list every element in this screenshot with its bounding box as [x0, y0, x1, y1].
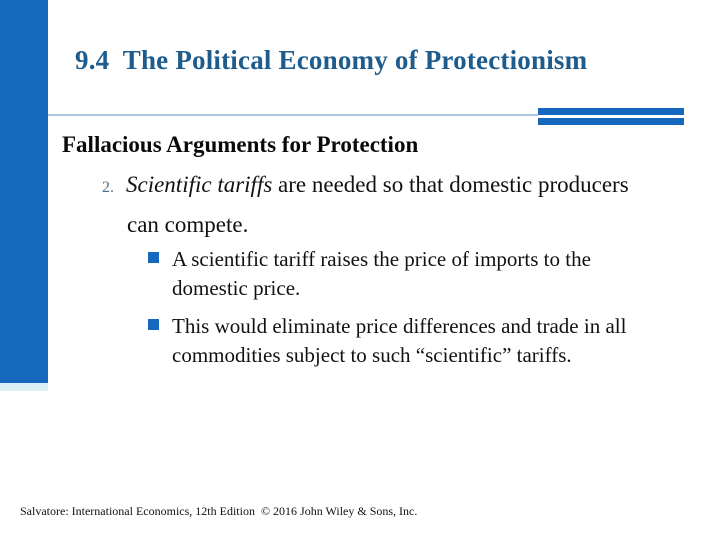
- bullet-text: A scientific tariff raises the price of …: [172, 247, 591, 300]
- bullet-list: A scientific tariff raises the price of …: [148, 245, 660, 379]
- bullet-item: A scientific tariff raises the price of …: [148, 245, 660, 303]
- square-bullet-icon: [148, 252, 159, 263]
- left-accent-bar-bottom-strip: [0, 383, 48, 391]
- title-divider-line: [48, 114, 538, 116]
- item-rest-text: are needed so that domestic producers ca…: [127, 172, 629, 237]
- footer-credit: Salvatore: International Economics, 12th…: [20, 504, 418, 518]
- bullet-text: This would eliminate price differences a…: [172, 314, 627, 367]
- left-accent-bar: [0, 0, 48, 383]
- numbered-item: 2. Scientific tariffs are needed so that …: [102, 166, 647, 243]
- title-divider-accent: [538, 108, 684, 125]
- bullet-item: This would eliminate price differences a…: [148, 312, 660, 370]
- item-number: 2.: [102, 179, 114, 196]
- slide-title: 9.4 The Political Economy of Protectioni…: [75, 45, 588, 75]
- accent-bar-bottom: [538, 118, 684, 125]
- item-emphasis-text: Scientific tariffs: [126, 172, 273, 197]
- section-heading: Fallacious Arguments for Protection: [62, 132, 419, 157]
- accent-bar-top: [538, 108, 684, 115]
- numbered-item-paragraph: 2. Scientific tariffs are needed so that …: [102, 166, 647, 243]
- square-bullet-icon: [148, 319, 159, 330]
